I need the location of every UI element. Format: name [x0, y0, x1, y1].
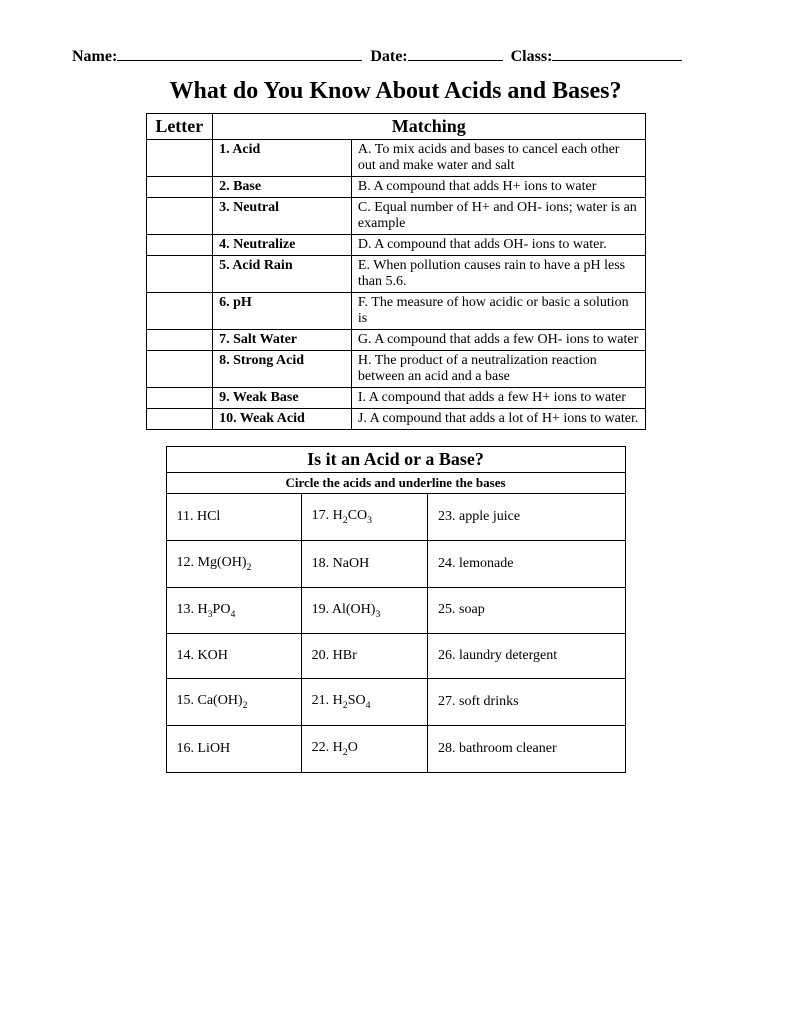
matching-term-cell: 10. Weak Acid — [213, 409, 352, 430]
matching-row: 5. Acid RainE. When pollution causes rai… — [146, 256, 645, 293]
acidbase-cell[interactable]: 11. HCl — [166, 494, 301, 541]
acidbase-row: 15. Ca(OH)221. H2SO427. soft drinks — [166, 679, 625, 726]
matching-definition-cell: A. To mix acids and bases to cancel each… — [351, 140, 645, 177]
matching-term-cell: 7. Salt Water — [213, 330, 352, 351]
matching-definition-cell: E. When pollution causes rain to have a … — [351, 256, 645, 293]
class-blank[interactable] — [552, 60, 682, 61]
acidbase-cell[interactable]: 25. soap — [428, 587, 625, 634]
matching-header-letter: Letter — [146, 114, 213, 140]
matching-row: 4. NeutralizeD. A compound that adds OH-… — [146, 235, 645, 256]
matching-definition-cell: C. Equal number of H+ and OH- ions; wate… — [351, 198, 645, 235]
acidbase-cell[interactable]: 14. KOH — [166, 634, 301, 679]
matching-row: 9. Weak BaseI. A compound that adds a fe… — [146, 388, 645, 409]
acidbase-title: Is it an Acid or a Base? — [166, 447, 625, 473]
matching-row: 2. BaseB. A compound that adds H+ ions t… — [146, 177, 645, 198]
page-title: What do You Know About Acids and Bases? — [72, 78, 719, 105]
matching-row: 6. pHF. The measure of how acidic or bas… — [146, 293, 645, 330]
acidbase-cell[interactable]: 12. Mg(OH)2 — [166, 540, 301, 587]
matching-letter-cell[interactable] — [146, 198, 213, 235]
matching-letter-cell[interactable] — [146, 235, 213, 256]
matching-term-cell: 2. Base — [213, 177, 352, 198]
matching-row: 8. Strong AcidH. The product of a neutra… — [146, 351, 645, 388]
header-line: Name: Date: Class: — [72, 48, 719, 66]
matching-definition-cell: G. A compound that adds a few OH- ions t… — [351, 330, 645, 351]
matching-term-cell: 4. Neutralize — [213, 235, 352, 256]
matching-letter-cell[interactable] — [146, 256, 213, 293]
acidbase-cell[interactable]: 26. laundry detergent — [428, 634, 625, 679]
acidbase-cell[interactable]: 28. bathroom cleaner — [428, 726, 625, 773]
acidbase-cell[interactable]: 19. Al(OH)3 — [301, 587, 427, 634]
matching-letter-cell[interactable] — [146, 351, 213, 388]
matching-term-cell: 3. Neutral — [213, 198, 352, 235]
matching-letter-cell[interactable] — [146, 388, 213, 409]
matching-term-cell: 9. Weak Base — [213, 388, 352, 409]
worksheet-page: Name: Date: Class: What do You Know Abou… — [0, 0, 791, 1024]
acidbase-body: 11. HCl17. H2CO323. apple juice12. Mg(OH… — [166, 494, 625, 773]
matching-definition-cell: H. The product of a neutralization react… — [351, 351, 645, 388]
matching-table: Letter Matching 1. AcidA. To mix acids a… — [146, 113, 646, 430]
matching-row: 10. Weak AcidJ. A compound that adds a l… — [146, 409, 645, 430]
matching-row: 3. NeutralC. Equal number of H+ and OH- … — [146, 198, 645, 235]
acidbase-cell[interactable]: 20. HBr — [301, 634, 427, 679]
acidbase-row: 12. Mg(OH)218. NaOH24. lemonade — [166, 540, 625, 587]
matching-definition-cell: J. A compound that adds a lot of H+ ions… — [351, 409, 645, 430]
matching-letter-cell[interactable] — [146, 293, 213, 330]
acidbase-row: 11. HCl17. H2CO323. apple juice — [166, 494, 625, 541]
matching-definition-cell: I. A compound that adds a few H+ ions to… — [351, 388, 645, 409]
acidbase-cell[interactable]: 24. lemonade — [428, 540, 625, 587]
acidbase-instruction: Circle the acids and underline the bases — [166, 473, 625, 494]
acidbase-row: 14. KOH20. HBr26. laundry detergent — [166, 634, 625, 679]
acidbase-cell[interactable]: 18. NaOH — [301, 540, 427, 587]
acidbase-cell[interactable]: 23. apple juice — [428, 494, 625, 541]
matching-definition-cell: D. A compound that adds OH- ions to wate… — [351, 235, 645, 256]
matching-term-cell: 5. Acid Rain — [213, 256, 352, 293]
acidbase-cell[interactable]: 16. LiOH — [166, 726, 301, 773]
acidbase-cell[interactable]: 15. Ca(OH)2 — [166, 679, 301, 726]
acidbase-row: 13. H3PO419. Al(OH)325. soap — [166, 587, 625, 634]
acidbase-cell[interactable]: 22. H2O — [301, 726, 427, 773]
matching-letter-cell[interactable] — [146, 409, 213, 430]
class-label: Class: — [511, 48, 553, 65]
acidbase-table: Is it an Acid or a Base? Circle the acid… — [166, 446, 626, 773]
matching-letter-cell[interactable] — [146, 140, 213, 177]
matching-body: 1. AcidA. To mix acids and bases to canc… — [146, 140, 645, 430]
matching-term-cell: 6. pH — [213, 293, 352, 330]
matching-letter-cell[interactable] — [146, 177, 213, 198]
matching-letter-cell[interactable] — [146, 330, 213, 351]
acidbase-cell[interactable]: 13. H3PO4 — [166, 587, 301, 634]
matching-row: 1. AcidA. To mix acids and bases to canc… — [146, 140, 645, 177]
matching-term-cell: 1. Acid — [213, 140, 352, 177]
matching-header-matching: Matching — [213, 114, 645, 140]
acidbase-cell[interactable]: 21. H2SO4 — [301, 679, 427, 726]
date-blank[interactable] — [408, 60, 503, 61]
matching-row: 7. Salt WaterG. A compound that adds a f… — [146, 330, 645, 351]
name-blank[interactable] — [117, 60, 362, 61]
acidbase-cell[interactable]: 27. soft drinks — [428, 679, 625, 726]
date-label: Date: — [370, 48, 407, 65]
matching-term-cell: 8. Strong Acid — [213, 351, 352, 388]
name-label: Name: — [72, 48, 117, 65]
acidbase-row: 16. LiOH22. H2O28. bathroom cleaner — [166, 726, 625, 773]
acidbase-cell[interactable]: 17. H2CO3 — [301, 494, 427, 541]
matching-definition-cell: F. The measure of how acidic or basic a … — [351, 293, 645, 330]
matching-definition-cell: B. A compound that adds H+ ions to water — [351, 177, 645, 198]
